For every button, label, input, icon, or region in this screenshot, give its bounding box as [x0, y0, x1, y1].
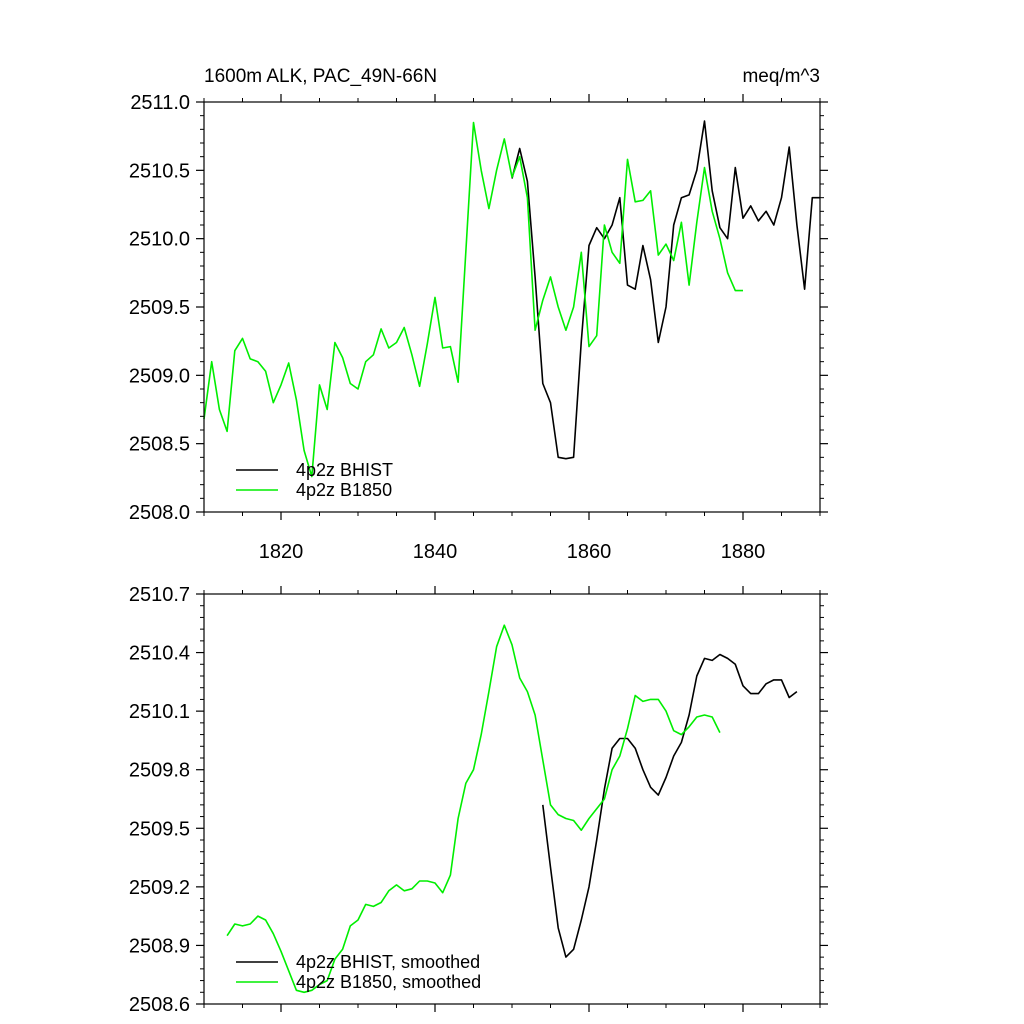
top-panel-title: 1600m ALK, PAC_49N-66N	[204, 66, 437, 87]
top-ytick-label: 2510.5	[129, 160, 190, 182]
bottom-ytick-label: 2510.1	[129, 701, 190, 723]
legend-label-bhist: 4p2z BHIST	[296, 460, 393, 480]
bottom-series-line-0	[542, 653, 798, 958]
top-xtick-label: 1820	[259, 541, 304, 563]
bottom-ytick-label: 2508.6	[129, 994, 190, 1016]
bottom-ytick-label: 2510.4	[129, 643, 190, 665]
bottom-plot-frame	[203, 593, 821, 1005]
bottom-series-line-1	[226, 624, 721, 994]
legend-label-b1850-smoothed: 4p2z B1850, smoothed	[296, 972, 481, 992]
top-xtick-label: 1880	[721, 541, 766, 563]
bottom-ytick-label: 2510.7	[129, 584, 190, 606]
top-xtick-label: 1840	[413, 541, 458, 563]
top-series-line-1	[203, 121, 743, 478]
legend-label-b1850: 4p2z B1850	[296, 480, 392, 500]
top-series-line-0	[511, 120, 820, 460]
bottom-ytick-label: 2508.9	[129, 935, 190, 957]
top-ytick-label: 2508.0	[129, 502, 190, 524]
top-ytick-label: 2509.5	[129, 297, 190, 319]
bottom-ytick-label: 2509.2	[129, 877, 190, 899]
top-legend: 4p2z BHIST 4p2z B1850	[236, 460, 393, 500]
bottom-legend: 4p2z BHIST, smoothed 4p2z B1850, smoothe…	[236, 952, 481, 992]
top-panel: 1600m ALK, PAC_49N-66N meq/m^3 2508.0 250…	[129, 66, 828, 563]
top-panel-units: meq/m^3	[742, 66, 820, 87]
top-plot-frame	[203, 101, 821, 513]
bottom-panel: 2508.6 2508.9 2509.2 2509.5 2509.8 2510.1 2510…	[129, 584, 828, 1016]
top-ytick-label: 2510.0	[129, 229, 190, 251]
bottom-ytick-label: 2509.5	[129, 818, 190, 840]
legend-label-bhist-smoothed: 4p2z BHIST, smoothed	[296, 952, 480, 972]
top-ytick-label: 2508.5	[129, 434, 190, 456]
bottom-ytick-label: 2509.8	[129, 760, 190, 782]
top-ytick-label: 2511.0	[130, 92, 190, 114]
top-ytick-label: 2509.0	[129, 365, 190, 387]
top-xtick-label: 1860	[567, 541, 612, 563]
